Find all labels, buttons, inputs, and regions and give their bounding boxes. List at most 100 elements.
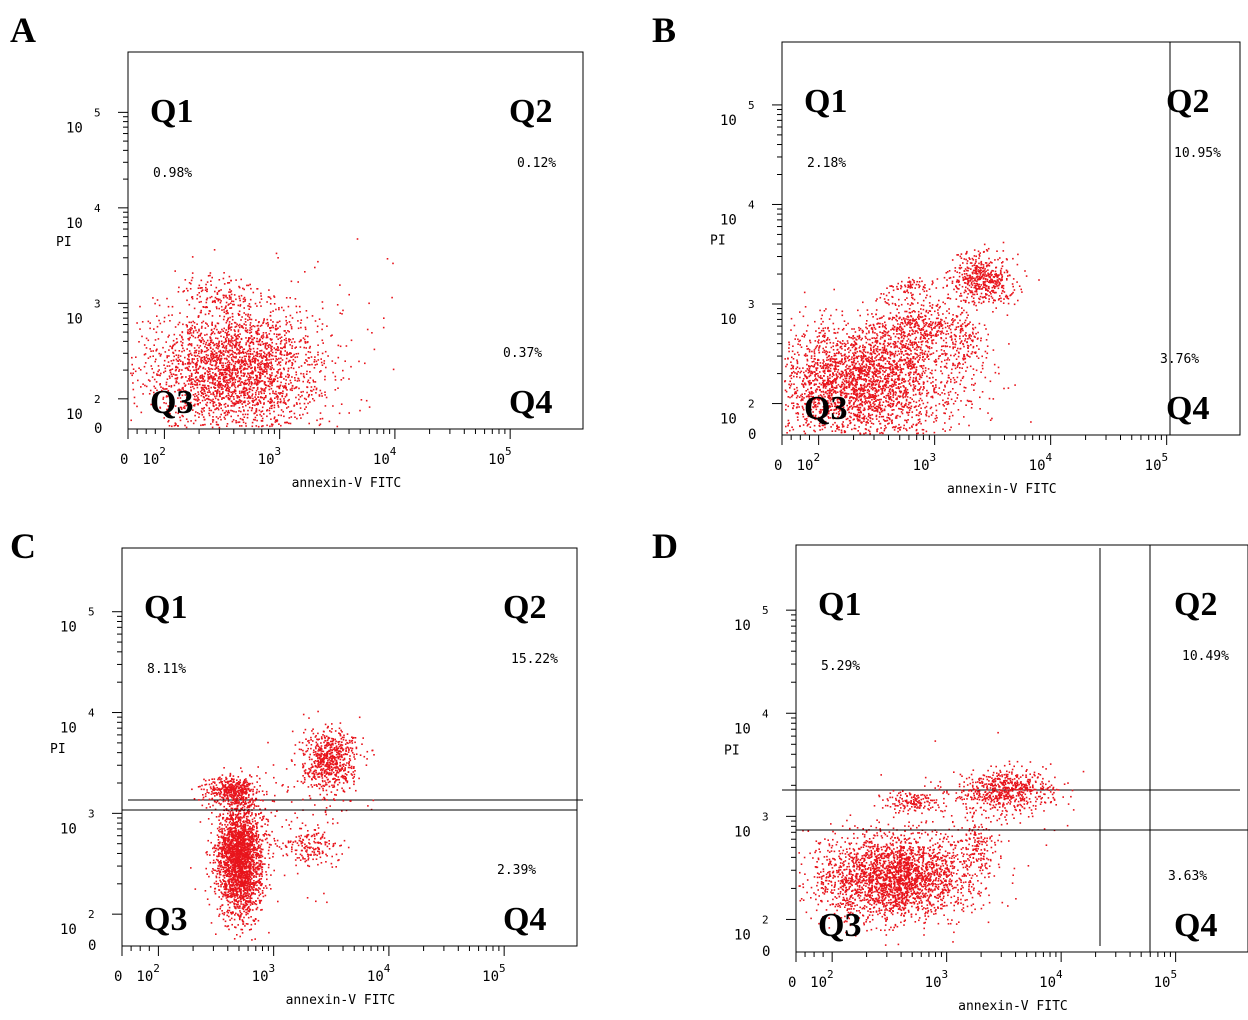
scatter-point — [899, 368, 901, 371]
scatter-point — [841, 408, 844, 410]
scatter-point — [879, 432, 881, 434]
scatter-point — [254, 419, 256, 421]
scatter-point — [198, 301, 201, 303]
scatter-point — [852, 335, 855, 337]
scatter-point — [166, 355, 168, 357]
scatter-point — [210, 399, 212, 401]
scatter-point — [879, 413, 881, 416]
scatter-point — [250, 348, 252, 351]
scatter-point — [310, 356, 313, 358]
scatter-point — [233, 294, 236, 296]
scatter-point — [188, 379, 191, 381]
scatter-point — [879, 375, 881, 378]
scatter-point — [177, 360, 180, 362]
scatter-point — [861, 372, 863, 375]
scatter-point — [243, 348, 246, 350]
scatter-point — [266, 342, 268, 344]
scatter-point — [225, 349, 227, 351]
scatter-point — [256, 384, 258, 386]
scatter-point — [260, 336, 263, 338]
scatter-point — [260, 368, 263, 370]
scatter-point — [860, 421, 862, 423]
scatter-point — [265, 322, 268, 325]
scatter-point — [272, 321, 274, 323]
scatter-point — [870, 395, 872, 398]
scatter-point — [331, 360, 334, 362]
scatter-point — [219, 371, 221, 374]
scatter-point — [263, 351, 265, 353]
scatter-point — [895, 425, 897, 428]
scatter-point — [216, 407, 218, 409]
scatter-point — [260, 356, 263, 358]
scatter-point — [886, 377, 888, 380]
scatter-point — [231, 373, 233, 376]
scatter-point — [921, 399, 923, 402]
scatter-point — [920, 422, 922, 425]
scatter-point — [300, 339, 302, 341]
scatter-point — [266, 372, 268, 375]
scatter-point — [150, 365, 153, 367]
scatter-point — [305, 310, 308, 312]
scatter-point — [911, 363, 914, 366]
scatter-point — [916, 432, 918, 435]
scatter-point — [248, 402, 251, 404]
scatter-point — [841, 347, 843, 350]
scatter-point — [242, 287, 244, 290]
scatter-point — [869, 426, 872, 428]
scatter-point — [278, 362, 280, 365]
scatter-point — [812, 380, 815, 382]
scatter-point — [285, 337, 287, 340]
scatter-point — [829, 381, 832, 383]
scatter-point — [268, 378, 271, 381]
scatter-point — [156, 373, 158, 375]
scatter-point — [891, 351, 893, 354]
scatter-point — [927, 391, 930, 394]
scatter-point — [813, 384, 816, 386]
scatter-point — [209, 343, 212, 346]
scatter-point — [208, 391, 211, 393]
scatter-point — [222, 391, 224, 393]
scatter-point — [885, 349, 887, 352]
scatter-point — [206, 347, 208, 349]
scatter-point — [829, 380, 831, 382]
scatter-point — [179, 334, 181, 336]
scatter-point — [204, 368, 207, 370]
scatter-point — [907, 414, 910, 416]
scatter-point — [862, 352, 864, 355]
scatter-point — [269, 338, 272, 340]
scatter-point — [209, 376, 212, 378]
scatter-point — [248, 356, 250, 358]
scatter-point — [339, 284, 341, 286]
scatter-point — [288, 338, 290, 340]
scatter-point — [227, 387, 229, 389]
scatter-point — [875, 368, 877, 370]
scatter-point — [232, 367, 234, 370]
scatter-point — [233, 303, 235, 306]
scatter-point — [814, 377, 817, 380]
scatter-point — [950, 331, 953, 334]
scatter-point — [885, 348, 888, 351]
scatter-point — [277, 372, 279, 374]
scatter-point — [801, 393, 803, 396]
scatter-point — [865, 380, 867, 383]
scatter-point — [790, 317, 793, 320]
scatter-point — [253, 357, 255, 360]
scatter-point — [911, 425, 913, 427]
scatter-point — [167, 361, 170, 363]
scatter-point — [280, 376, 283, 378]
scatter-point — [825, 353, 828, 356]
scatter-point — [836, 352, 838, 354]
scatter-point — [969, 356, 971, 358]
scatter-point — [247, 413, 249, 416]
scatter-point — [846, 374, 849, 376]
scatter-point — [231, 345, 233, 347]
scatter-point — [862, 393, 864, 395]
scatter-point — [855, 367, 857, 370]
scatter-point — [813, 383, 816, 385]
scatter-point — [167, 336, 169, 338]
scatter-point — [249, 324, 251, 326]
scatter-point — [849, 376, 852, 378]
scatter-point — [907, 343, 910, 346]
scatter-point — [827, 326, 829, 329]
scatter-point — [230, 341, 232, 343]
